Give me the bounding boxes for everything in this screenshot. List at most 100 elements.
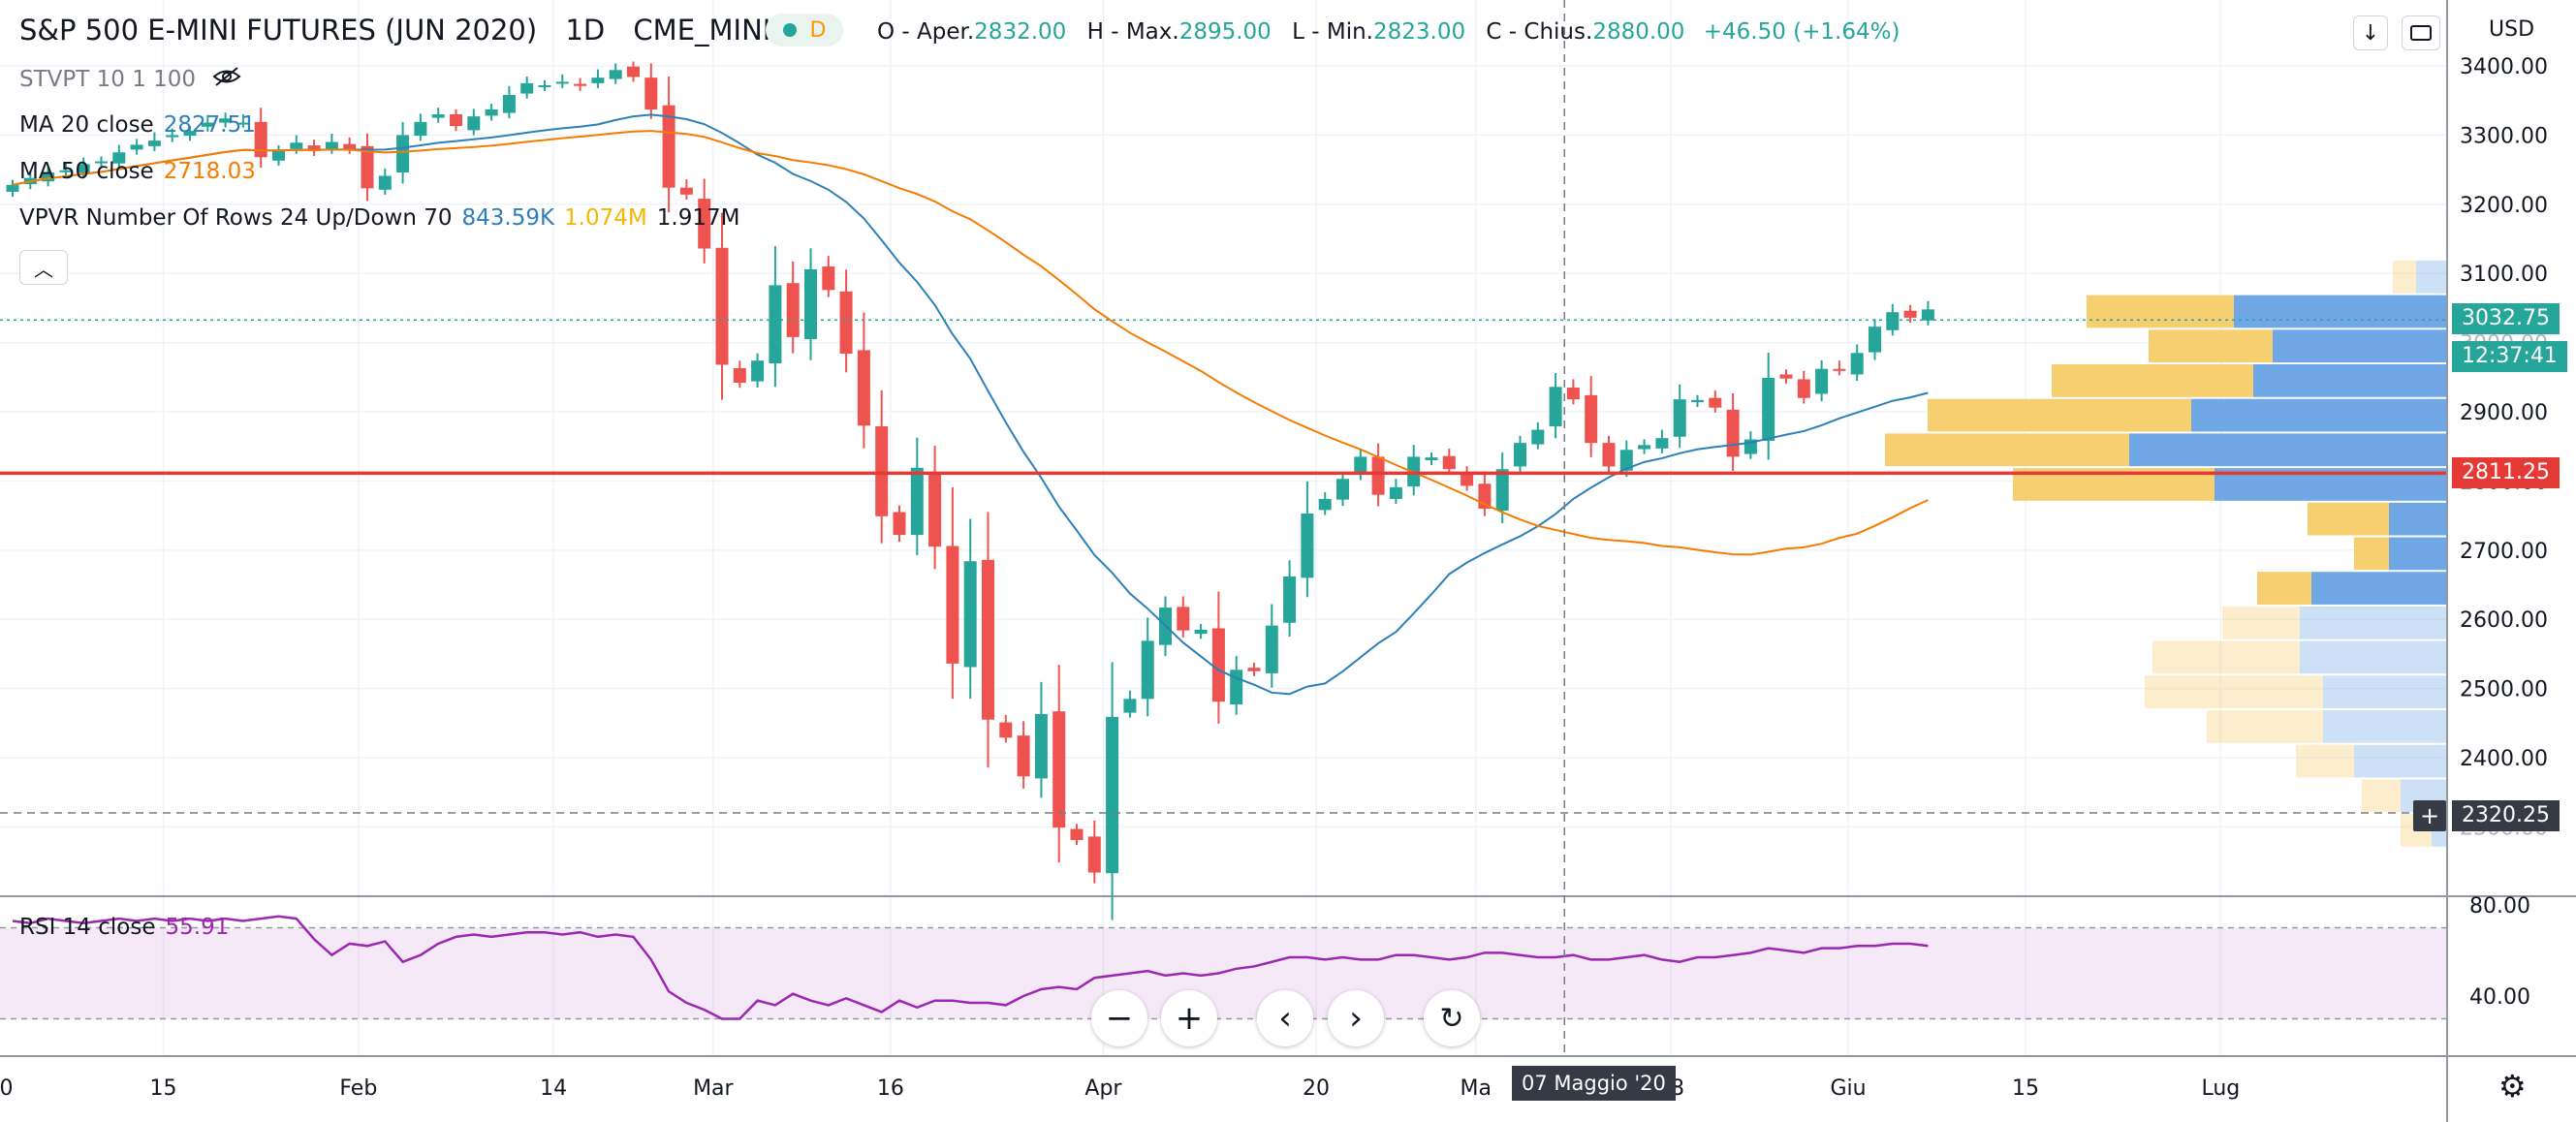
low-value: 2823.00 <box>1372 19 1466 45</box>
candle-up <box>963 561 977 668</box>
candle-up <box>201 122 214 127</box>
candle-down <box>1461 472 1474 486</box>
candle-up <box>520 82 534 94</box>
rsi-legend[interactable]: RSI 14 close 55.91 <box>19 915 238 940</box>
chevron-up-icon: ︿ <box>34 257 53 281</box>
candle-down <box>1585 394 1598 444</box>
price-tick-label: 3300.00 <box>2460 124 2548 148</box>
currency-label[interactable]: USD <box>2489 17 2535 42</box>
candle-down <box>361 145 374 189</box>
volume-profile-down-bar <box>2145 675 2323 709</box>
candle-up <box>59 170 73 172</box>
volume-profile-down-bar <box>2362 779 2401 813</box>
candle-up <box>1549 387 1562 426</box>
candle-up <box>910 467 924 536</box>
candle-up <box>1194 629 1208 635</box>
status-letter: D <box>809 17 827 43</box>
volume-profile-down-bar <box>2296 744 2354 778</box>
rsi-line <box>12 915 1929 1020</box>
ma50-line <box>12 130 1929 556</box>
candle-down <box>1903 310 1917 318</box>
candle-up <box>414 121 427 137</box>
candle-down <box>450 113 462 127</box>
rsi-tick-label: 40.00 <box>2469 985 2530 1010</box>
candle-up <box>1531 429 1545 445</box>
minus-icon: − <box>1105 999 1134 1038</box>
fullscreen-button[interactable] <box>2402 16 2440 50</box>
volume-profile-up-bar <box>2300 606 2447 639</box>
scroll-down-button[interactable]: ↓ <box>2353 16 2388 50</box>
zoom-out-button[interactable]: − <box>1091 990 1147 1046</box>
volume-profile-up-bar <box>2323 710 2447 743</box>
candle-up <box>147 140 161 146</box>
candle-up <box>1301 513 1314 578</box>
exchange: CME_MINI <box>633 14 771 47</box>
candle-up <box>1106 716 1119 874</box>
ma20-legend[interactable]: MA 20 close 2827.51 <box>19 112 266 138</box>
volume-profile-up-bar <box>2273 329 2447 363</box>
candle-up <box>609 70 622 79</box>
scroll-left-button[interactable]: ‹ <box>1257 990 1313 1046</box>
time-tick-label: Apr <box>1084 1076 1122 1101</box>
volume-profile-down-bar <box>2207 710 2323 743</box>
vpvr-total-value: 1.917M <box>656 205 740 231</box>
candle-up <box>1389 486 1402 499</box>
candle-up <box>236 122 250 125</box>
reset-icon: ↻ <box>1439 1001 1464 1036</box>
candle-up <box>502 94 516 113</box>
candle-up <box>1673 399 1686 437</box>
candle-up <box>42 171 55 182</box>
candle-up <box>290 142 303 149</box>
ma20-label: MA 20 close <box>19 112 154 138</box>
candle-up <box>1495 469 1509 512</box>
volume-profile-down-bar <box>2222 606 2300 639</box>
candle-up <box>769 285 782 364</box>
vpvr-legend[interactable]: VPVR Number Of Rows 24 Up/Down 70 843.59K… <box>19 205 749 231</box>
close-value: 2880.00 <box>1592 19 1685 45</box>
candle-up <box>1514 443 1526 467</box>
plus-icon: + <box>1175 999 1204 1038</box>
candle-down <box>1087 836 1101 873</box>
ma50-legend[interactable]: MA 50 close 2718.03 <box>19 159 266 184</box>
volume-profile-down-bar <box>2257 572 2311 605</box>
chart-grid <box>0 0 2447 1056</box>
zoom-in-button[interactable]: + <box>1161 990 1217 1046</box>
chevron-right-icon: › <box>1349 999 1363 1038</box>
high-value: 2895.00 <box>1178 19 1272 45</box>
candle-down <box>307 145 321 151</box>
open-value: 2832.00 <box>974 19 1067 45</box>
candle-down <box>928 472 942 547</box>
candle-up <box>166 135 179 138</box>
candle-down <box>1211 628 1225 702</box>
candle-down <box>1602 443 1616 467</box>
fullscreen-icon <box>2410 25 2432 41</box>
candle-up <box>1850 353 1864 375</box>
volume-profile-down-bar <box>2052 364 2253 397</box>
time-tick-label: Lug <box>2201 1076 2240 1101</box>
candle-down <box>1247 668 1261 671</box>
candle-up <box>1425 457 1438 460</box>
reset-chart-button[interactable]: ↻ <box>1424 990 1480 1046</box>
scroll-right-button[interactable]: › <box>1328 990 1384 1046</box>
candle-up <box>396 135 410 172</box>
candle-down <box>999 722 1013 738</box>
eye-hidden-icon[interactable] <box>212 66 241 93</box>
add-alert-button[interactable]: + <box>2413 800 2446 831</box>
market-status-badge[interactable]: D <box>766 14 843 47</box>
volume-profile-up-bar <box>2416 260 2447 294</box>
rsi-panel <box>0 895 2576 1020</box>
collapse-legend-button[interactable]: ︿ <box>19 250 68 285</box>
price-tick-label: 3200.00 <box>2460 194 2548 218</box>
stvpt-legend[interactable]: STVPT 10 1 100 <box>19 66 251 93</box>
volume-profile-down-bar <box>2308 502 2389 536</box>
candle-up <box>1141 640 1154 700</box>
chevron-left-icon: ‹ <box>1278 999 1292 1038</box>
settings-gear-icon[interactable]: ⚙ <box>2498 1068 2527 1105</box>
candle-down <box>1442 455 1456 470</box>
interval[interactable]: 1D <box>565 14 606 47</box>
symbol-name: S&P 500 E-MINI FUTURES (JUN 2020) <box>19 14 538 47</box>
candle-down <box>1566 388 1580 400</box>
arrow-down-icon: ↓ <box>2361 20 2380 46</box>
symbol-title[interactable]: S&P 500 E-MINI FUTURES (JUN 2020) 1D CME… <box>19 14 770 47</box>
